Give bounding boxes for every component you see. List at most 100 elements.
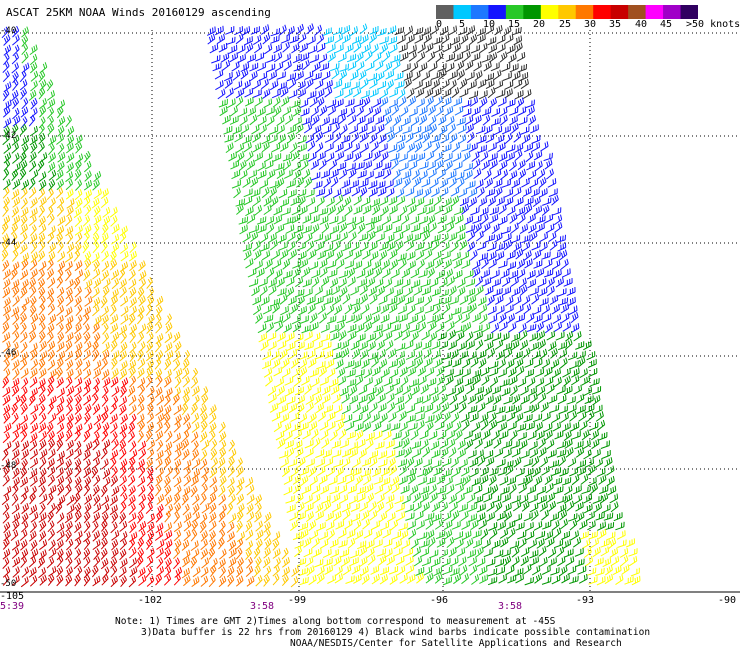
wind-barb xyxy=(165,313,173,326)
wind-barb xyxy=(415,357,424,369)
wind-barb xyxy=(350,179,359,189)
wind-barb xyxy=(3,53,10,66)
wind-barb xyxy=(475,449,484,460)
wind-barb xyxy=(262,88,271,100)
wind-barb xyxy=(442,576,452,586)
wind-barb xyxy=(511,287,521,297)
wind-barb xyxy=(268,232,277,243)
wind-barb xyxy=(362,412,371,423)
wind-barb xyxy=(340,135,351,144)
wind-barb xyxy=(38,171,47,183)
wind-barb xyxy=(82,313,90,326)
wind-barb xyxy=(261,141,270,153)
wind-barb xyxy=(456,60,465,72)
wind-barb xyxy=(299,99,309,109)
wind-barb xyxy=(546,492,556,503)
wind-barb xyxy=(558,348,568,359)
wind-barb xyxy=(228,513,237,524)
wind-barb xyxy=(410,268,420,279)
wind-barb xyxy=(12,313,20,325)
wind-barb xyxy=(619,547,629,558)
wind-barb xyxy=(366,547,375,558)
wind-barb xyxy=(413,350,423,361)
wind-barb xyxy=(173,547,181,560)
wind-barb xyxy=(481,322,491,333)
wind-barb xyxy=(434,572,443,584)
wind-barb xyxy=(83,467,92,479)
wind-barb xyxy=(330,62,340,72)
wind-barb xyxy=(569,360,579,370)
wind-barb xyxy=(2,305,11,317)
wind-barb xyxy=(324,349,334,360)
wind-barb xyxy=(129,241,137,254)
wind-barb xyxy=(529,440,538,451)
wind-barb xyxy=(249,70,258,82)
wind-barb xyxy=(208,520,217,532)
wind-barb xyxy=(557,242,567,252)
wind-barb xyxy=(348,495,358,505)
wind-barb xyxy=(210,457,218,469)
wind-barb xyxy=(183,529,191,542)
wind-barb xyxy=(561,530,570,540)
wind-barb xyxy=(253,304,262,316)
wind-barb xyxy=(118,268,126,281)
wind-barb xyxy=(383,223,393,233)
wind-barb xyxy=(251,124,260,135)
wind-barb xyxy=(199,521,207,534)
wind-barb xyxy=(512,501,522,512)
wind-barb xyxy=(260,296,270,306)
wind-barb xyxy=(110,250,117,263)
wind-barb xyxy=(477,135,487,144)
wind-barb xyxy=(516,365,525,377)
wind-barb xyxy=(454,377,464,388)
wind-barb xyxy=(491,223,500,235)
wind-barb xyxy=(74,332,82,344)
wind-barb xyxy=(183,466,191,479)
wind-barb xyxy=(471,574,480,585)
wind-barb xyxy=(481,54,491,63)
wind-barb xyxy=(347,61,357,71)
wind-barb xyxy=(74,530,83,542)
wind-barb xyxy=(252,240,261,252)
colorbar-segment xyxy=(436,5,454,19)
wind-barb xyxy=(368,180,378,190)
wind-barb xyxy=(375,385,384,397)
wind-barb xyxy=(383,331,393,342)
wind-barb xyxy=(475,285,484,296)
wind-barb xyxy=(344,468,355,477)
wind-barb xyxy=(92,438,100,451)
wind-barb xyxy=(29,151,37,163)
wind-barb xyxy=(250,176,259,188)
wind-barb xyxy=(286,396,296,405)
page-title: ASCAT 25KM NOAA Winds 20160129 ascending xyxy=(6,6,271,19)
wind-barb xyxy=(119,439,127,452)
wind-barb xyxy=(119,501,127,514)
wind-barb xyxy=(388,457,396,469)
wind-barb xyxy=(334,573,343,584)
wind-barb xyxy=(396,295,406,306)
wind-barb xyxy=(372,204,381,216)
wind-barb xyxy=(360,565,369,577)
wind-barb xyxy=(551,207,562,216)
wind-barb xyxy=(394,385,403,396)
wind-barb xyxy=(553,268,562,279)
wind-barb xyxy=(304,341,314,351)
wind-barb xyxy=(522,134,531,145)
wind-barb xyxy=(463,321,472,333)
wind-barb xyxy=(75,394,82,407)
wind-barb xyxy=(236,510,244,523)
wind-barb xyxy=(83,531,91,543)
wind-barb xyxy=(296,511,306,521)
wind-barb xyxy=(120,341,128,354)
wind-barb xyxy=(20,223,28,235)
wind-barb xyxy=(3,159,11,172)
wind-barb xyxy=(502,72,512,81)
lat-label-42: -42 xyxy=(0,131,17,141)
wind-barb xyxy=(21,179,30,191)
wind-barb xyxy=(223,126,233,135)
wind-barb xyxy=(433,466,443,476)
wind-barb xyxy=(109,457,117,470)
wind-barb xyxy=(39,467,47,480)
wind-barb xyxy=(56,439,64,452)
wind-barb xyxy=(405,350,415,360)
